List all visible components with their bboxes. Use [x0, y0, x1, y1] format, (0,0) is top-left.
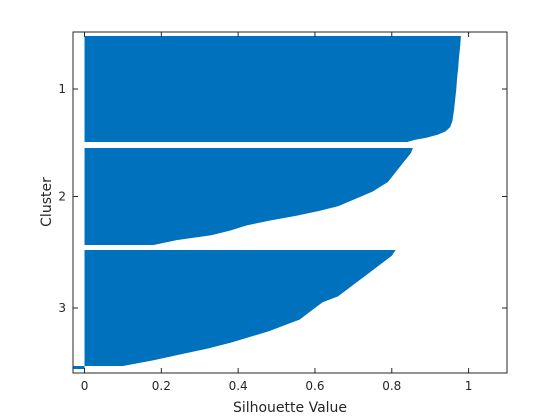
tick-marks	[73, 32, 507, 373]
cluster-2-bars	[84, 148, 413, 245]
y-tick-label-cluster-2: 2	[58, 190, 66, 204]
x-tick-label: 1	[465, 379, 473, 393]
y-tick-labels: 1 2 3	[58, 82, 66, 315]
x-tick-labels: 0 0.2 0.4 0.6 0.8 1	[81, 379, 473, 393]
y-tick-label-cluster-3: 3	[58, 301, 66, 315]
x-tick-label: 0.6	[305, 379, 324, 393]
axes	[72, 31, 508, 374]
silhouette-bars	[73, 36, 461, 369]
x-tick-label: 0.8	[382, 379, 401, 393]
cluster-1-bars	[84, 36, 461, 142]
x-tick-label: 0.4	[229, 379, 248, 393]
y-axis-label: Cluster	[39, 177, 55, 227]
cluster-3-bars	[84, 250, 396, 366]
axes-box	[72, 31, 508, 374]
x-axis-label: Silhouette Value	[233, 400, 347, 416]
x-tick-label: 0.2	[152, 379, 171, 393]
y-tick-label-cluster-1: 1	[58, 82, 66, 96]
x-tick-label: 0	[81, 379, 89, 393]
cluster-3-negative-bar	[73, 366, 85, 369]
